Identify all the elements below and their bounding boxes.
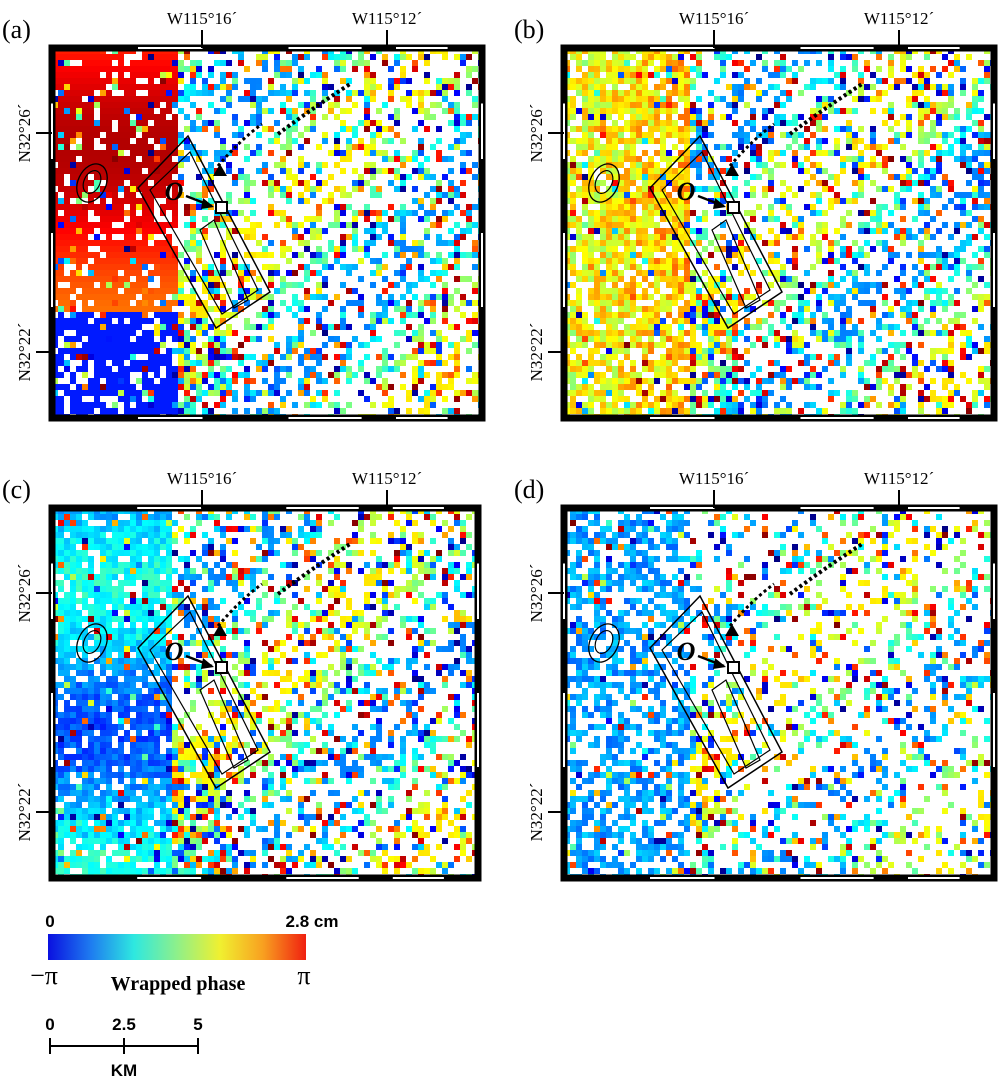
triangle-marker-icon	[725, 164, 739, 176]
colorbar-max-value: 2.8 cm	[286, 912, 339, 931]
scale-tick-2-5: 2.5	[112, 1015, 136, 1034]
origin-arrowhead-icon	[713, 198, 726, 209]
origin-label: O	[165, 177, 184, 206]
scale-unit: KM	[111, 1061, 137, 1080]
panel-a: O W115°16´ W115°12´ N32°26´ N32°22´ (a)	[2, 9, 486, 422]
panel-b: O W115°16´ W115°12´ N32°26´ N32°22´ (b)	[514, 9, 998, 422]
scale-tick-0: 0	[45, 1015, 54, 1034]
panels-layer: O W115°16´ W115°12´ N32°26´ N32°22´ (a) O W115°…	[2, 9, 998, 882]
square-station-icon	[215, 201, 228, 214]
panel-d: O W115°16´ W115°12´ N32°26´ N32°22´ (d)	[514, 469, 998, 882]
colorbar-min-value: 0	[45, 912, 54, 931]
map-overlays: O	[588, 542, 864, 790]
deformation-contour-outer	[588, 623, 620, 663]
fault-trace-short	[728, 122, 775, 167]
lon-tick-label: W115°16´	[679, 9, 749, 28]
lat-tick-label: N32°22´	[527, 783, 546, 842]
well-field-polygon	[711, 679, 761, 769]
lon-tick-label: W115°16´	[679, 469, 749, 488]
fault-trace-long	[788, 542, 864, 596]
deformation-contour-inner	[594, 170, 614, 194]
outer-boundary-polygon	[137, 594, 271, 790]
triangle-marker-icon	[213, 624, 227, 636]
phase-field	[564, 48, 994, 418]
deformation-contour-outer	[76, 163, 108, 203]
origin-label: O	[677, 177, 696, 206]
outer-boundary-polygon	[137, 134, 271, 330]
lon-tick-label: W115°12´	[864, 9, 934, 28]
lat-tick-label: N32°22´	[527, 323, 546, 382]
panel-label: (d)	[514, 475, 544, 504]
inner-boundary-polygon	[149, 611, 259, 775]
map-overlays: O	[76, 82, 352, 330]
deformation-contour-outer	[588, 163, 620, 203]
outer-boundary-polygon	[649, 134, 783, 330]
origin-arrowhead-icon	[713, 658, 726, 669]
deformation-contour-inner	[594, 630, 614, 654]
triangle-marker-icon	[725, 624, 739, 636]
fault-trace-short	[216, 122, 263, 167]
panel-label: (a)	[2, 15, 31, 44]
origin-arrowhead-icon	[201, 658, 214, 669]
colorbar-title: Wrapped phase	[111, 973, 246, 995]
lat-tick-label: N32°26´	[15, 104, 34, 163]
colorbar-gradient	[48, 934, 306, 960]
fault-trace-long	[276, 542, 352, 596]
outer-boundary-polygon	[649, 594, 783, 790]
map-overlays: O	[76, 542, 352, 790]
deformation-contour-inner	[82, 170, 102, 194]
origin-label: O	[165, 637, 184, 666]
well-field-polygon	[199, 679, 249, 769]
panel-c: O W115°16´ W115°12´ N32°26´ N32°22´ (c)	[2, 469, 482, 882]
deformation-contour-inner	[82, 630, 102, 654]
lon-tick-label: W115°12´	[352, 469, 422, 488]
deformation-contour-outer	[76, 623, 108, 663]
colorbar-max-phase: π	[297, 961, 310, 990]
square-station-icon	[727, 661, 740, 674]
lat-tick-label: N32°22´	[15, 783, 34, 842]
inner-boundary-polygon	[661, 611, 771, 775]
panel-label: (c)	[2, 475, 31, 504]
square-station-icon	[215, 661, 228, 674]
scale-tick-5: 5	[193, 1015, 202, 1034]
fault-trace-long	[276, 82, 352, 136]
triangle-marker-icon	[213, 164, 227, 176]
map-overlays: O	[588, 82, 864, 330]
lon-tick-label: W115°16´	[167, 9, 237, 28]
panel-label: (b)	[514, 15, 544, 44]
phase-field	[564, 508, 994, 878]
lon-tick-label: W115°12´	[352, 9, 422, 28]
colorbar: 0 2.8 cm −π Wrapped phase π	[30, 912, 338, 995]
well-field-polygon	[711, 219, 761, 309]
lon-tick-label: W115°12´	[864, 469, 934, 488]
scale-bar: 0 2.5 5 KM	[45, 1015, 202, 1080]
lat-tick-label: N32°22´	[15, 323, 34, 382]
lat-tick-label: N32°26´	[527, 104, 546, 163]
origin-arrowhead-icon	[201, 198, 214, 209]
fault-trace-short	[728, 582, 775, 627]
lat-tick-label: N32°26´	[15, 564, 34, 623]
origin-label: O	[677, 637, 696, 666]
inner-boundary-polygon	[149, 151, 259, 315]
phase-field	[52, 508, 478, 878]
well-field-polygon	[199, 219, 249, 309]
square-station-icon	[727, 201, 740, 214]
lon-tick-label: W115°16´	[167, 469, 237, 488]
phase-field	[52, 48, 482, 418]
fault-trace-short	[216, 582, 263, 627]
fault-trace-long	[788, 82, 864, 136]
colorbar-min-phase: −π	[30, 961, 58, 990]
lat-tick-label: N32°26´	[527, 564, 546, 623]
inner-boundary-polygon	[661, 151, 771, 315]
